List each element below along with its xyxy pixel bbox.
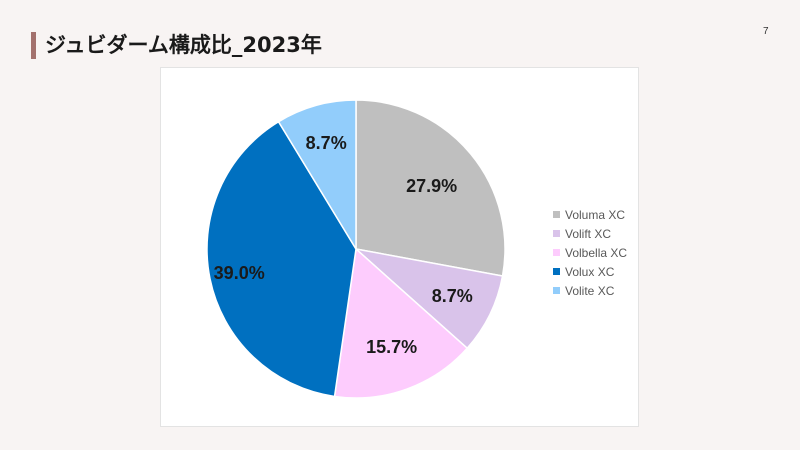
legend-swatch <box>553 230 560 237</box>
legend-item-volite-xc: Volite XC <box>553 281 627 300</box>
legend-label: Volift XC <box>565 226 612 241</box>
title-accent-bar <box>31 32 36 59</box>
data-label-volux-xc: 39.0% <box>214 263 265 283</box>
pie-slice-volux-xc <box>206 120 357 398</box>
legend-swatch <box>553 249 560 256</box>
legend-label: Voluma XC <box>565 207 626 222</box>
pie-slice-volbella-xc <box>333 247 469 399</box>
pie-chart: 27.9% 8.7% 15.7% 39.0% 8.7% <box>206 99 506 399</box>
data-label-voluma-xc: 27.9% <box>406 176 457 196</box>
legend-label: Volite XC <box>565 283 615 298</box>
legend-label: Volux XC <box>565 264 615 279</box>
chart-legend: Voluma XC Volift XC Volbella XC Volux XC Vol… <box>553 205 627 300</box>
pie-slices <box>206 99 506 399</box>
pie-slice-voluma-xc <box>355 99 506 277</box>
pie-slice-labels: 27.9% 8.7% 15.7% 39.0% 8.7% <box>214 133 473 357</box>
page-title: ジュビダーム構成比_2023年 <box>45 33 322 57</box>
data-label-volbella-xc: 15.7% <box>366 337 417 357</box>
legend-swatch <box>553 211 560 218</box>
legend-item-volift-xc: Volift XC <box>553 224 627 243</box>
chart-area: 27.9% 8.7% 15.7% 39.0% 8.7% Voluma XC Volift … <box>160 67 639 427</box>
legend-item-volbella-xc: Volbella XC <box>553 243 627 262</box>
data-label-volite-xc: 8.7% <box>306 133 347 153</box>
data-label-volift-xc: 8.7% <box>432 286 473 306</box>
pie-slice-volite-xc <box>277 99 357 252</box>
legend-swatch <box>553 268 560 275</box>
legend-item-voluma-xc: Voluma XC <box>553 205 627 224</box>
legend-swatch <box>553 287 560 294</box>
legend-label: Volbella XC <box>565 245 628 260</box>
pie-slice-volift-xc <box>353 247 504 350</box>
page-number: 7 <box>763 26 769 37</box>
legend-item-volux-xc: Volux XC <box>553 262 627 281</box>
